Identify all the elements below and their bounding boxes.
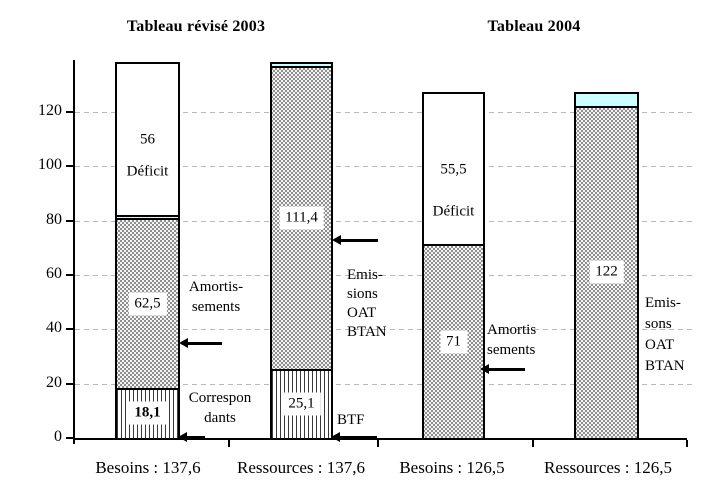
bar-segment: 18,1 (117, 388, 178, 438)
bar-segment: 25,1 (272, 369, 331, 438)
gridline (75, 274, 692, 276)
segment-value-label: 62,5 (128, 292, 167, 316)
bar-besoins-2003: 18,1 62,5 56 Déficit (115, 62, 180, 440)
y-axis-tick (66, 273, 73, 276)
segment-value-label: 18,1 (128, 401, 167, 425)
y-axis-tick-label: 0 (54, 428, 62, 445)
bar-segment: 122 (576, 106, 637, 438)
y-axis-tick (66, 382, 73, 385)
bar-ressources-2003: 25,1 111,4 (270, 62, 333, 440)
category-label-ressources-2004: Ressources : 126,5 (544, 458, 672, 477)
chart-title-2004: Tableau 2004 (487, 18, 581, 35)
segment-name-label: Déficit (432, 203, 475, 220)
y-axis-tick-label: 80 (46, 210, 62, 228)
annotation-amortissements-2003: Amortis-sements (188, 279, 244, 315)
y-axis-tick-label: 40 (46, 319, 62, 337)
arrow-shaft (186, 435, 205, 439)
category-label-besoins-2004: Besoins : 126,5 (399, 458, 505, 477)
x-axis-line (73, 438, 687, 440)
category-label-ressources-2003: Ressources : 137,6 (237, 458, 365, 477)
y-axis-tick (66, 328, 73, 331)
left-arrow-icon (332, 235, 378, 245)
arrow-shaft (340, 238, 378, 242)
chart-title-2003: Tableau révisé 2003 (126, 18, 266, 35)
bar-segment: 55,5 Déficit (424, 94, 483, 246)
bar-segment: 62,5 (117, 219, 178, 389)
segment-value-label: 111,4 (279, 206, 324, 230)
y-axis-tick (66, 437, 73, 439)
gridline (75, 383, 692, 385)
segment-divider (117, 218, 178, 221)
segment-divider (272, 368, 331, 371)
segment-divider (117, 215, 178, 218)
bar-segment (272, 64, 331, 68)
y-axis-tick-label: 120 (38, 101, 62, 119)
gridline (75, 111, 692, 113)
annotation-btf-2003: BTF (337, 412, 365, 428)
gridline (75, 220, 692, 222)
annotation-correspondants-2003: Correspon dants (188, 390, 252, 426)
y-axis-tick (66, 165, 73, 168)
left-arrow-icon (179, 338, 222, 348)
segment-divider (272, 66, 331, 69)
y-axis-tick (66, 110, 73, 113)
arrow-head (178, 432, 187, 442)
segment-value-label: 56 (134, 128, 161, 152)
segment-value-label: 55,5 (434, 158, 473, 182)
x-axis-tick (532, 440, 534, 447)
x-axis-tick (228, 440, 230, 447)
y-axis-line (73, 60, 75, 444)
y-axis-tick-label: 20 (46, 373, 62, 391)
arrow-head (332, 235, 341, 245)
arrow-shaft (488, 367, 525, 371)
gridline (75, 329, 692, 331)
segment-name-label: Déficit (126, 163, 169, 180)
left-arrow-icon (480, 364, 525, 374)
gridline (75, 166, 692, 168)
segment-divider (576, 105, 637, 108)
left-arrow-icon (331, 432, 377, 442)
segment-value-label: 71 (440, 330, 467, 354)
y-axis-tick (66, 219, 73, 222)
annotation-amortissements-2004: Amortis sements (487, 322, 537, 358)
segment-value-label: 122 (589, 260, 624, 284)
segment-divider (117, 387, 178, 390)
bar-segment: 56 Déficit (117, 64, 178, 217)
arrow-head (331, 432, 340, 442)
category-label-besoins-2003: Besoins : 137,6 (95, 458, 201, 477)
arrow-head (179, 338, 188, 348)
annotation-emissions-2003: Emis-sions OAT BTAN (347, 267, 387, 340)
bar-segment (576, 94, 637, 107)
bar-besoins-2004: 71 55,5 Déficit (422, 92, 485, 440)
bar-segment (117, 216, 178, 220)
y-axis-tick-label: 60 (46, 264, 62, 282)
arrow-shaft (187, 341, 222, 345)
bar-ressources-2004: 122 (574, 92, 639, 440)
bar-segment: 111,4 (272, 67, 331, 370)
x-axis-tick (686, 440, 688, 447)
annotation-emissions-2004: Emis-sons OAT BTAN (645, 295, 685, 374)
arrow-shaft (339, 435, 377, 439)
arrow-head (480, 364, 489, 374)
y-axis-tick-label: 100 (38, 156, 62, 174)
x-axis-tick (377, 440, 379, 447)
left-arrow-icon (178, 432, 205, 442)
bar-segment: 71 (424, 245, 483, 438)
segment-divider (424, 244, 483, 247)
segment-value-label: 25,1 (282, 392, 321, 416)
